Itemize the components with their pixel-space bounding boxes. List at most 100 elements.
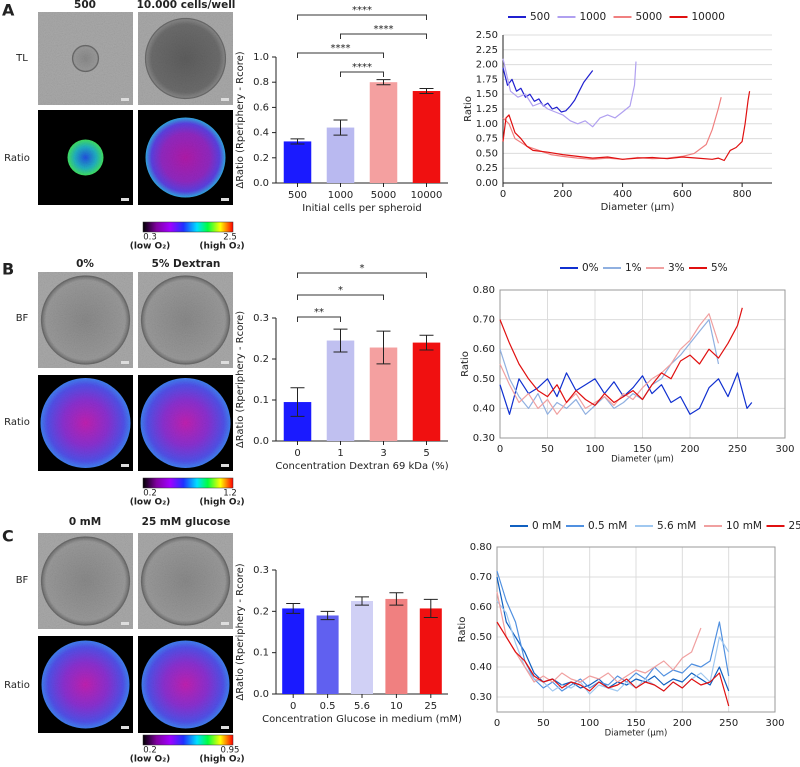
micrograph xyxy=(38,533,133,629)
y-tick-label: 0.2 xyxy=(253,354,269,365)
legend-label: 10 mM xyxy=(726,520,762,532)
error-bar xyxy=(333,119,348,136)
series-line xyxy=(499,307,743,406)
image-grain xyxy=(38,533,133,629)
image-title: 500 xyxy=(74,0,96,11)
x-tick-label: 100 xyxy=(585,444,604,455)
legend-label: 0 mM xyxy=(532,520,561,532)
legend-label: 1% xyxy=(625,262,642,274)
series-line xyxy=(499,319,720,415)
x-tick-label: 3 xyxy=(380,448,386,459)
error-bar xyxy=(423,598,438,619)
panel-letter: B xyxy=(2,260,14,279)
image-grain xyxy=(138,636,233,733)
significance-label: **** xyxy=(352,62,372,73)
error-bar xyxy=(419,334,434,351)
significance-label: ** xyxy=(314,307,324,318)
legend-label: 5.6 mM xyxy=(657,520,696,532)
error-bar xyxy=(376,330,391,365)
series-line xyxy=(496,591,702,683)
significance-label: * xyxy=(360,263,365,274)
y-tick-label: 0.70 xyxy=(470,572,492,583)
y-axis-title: ΔRatio (Rperiphery - Rcore) xyxy=(235,51,246,188)
y-tick-label: 0.3 xyxy=(253,313,269,324)
micrograph xyxy=(138,375,233,471)
series-line xyxy=(496,576,730,692)
x-tick-label: 10000 xyxy=(411,190,443,201)
y-tick-label: 0.40 xyxy=(473,403,495,414)
x-axis-title: Diameter (µm) xyxy=(605,729,668,739)
series-line xyxy=(499,313,720,415)
x-tick-label: 5000 xyxy=(371,190,396,201)
y-tick-label: 1.50 xyxy=(476,89,498,100)
bar xyxy=(283,141,312,183)
significance-label: * xyxy=(338,285,343,296)
x-tick-label: 50 xyxy=(537,718,550,729)
colorbar-high: (high O₂) xyxy=(199,242,244,252)
error-bar xyxy=(290,138,305,145)
legend-label: 0.5 mM xyxy=(588,520,627,532)
colorbar-high: (high O₂) xyxy=(199,498,244,508)
y-tick-label: 0.8 xyxy=(253,77,269,88)
plot-frame xyxy=(496,546,776,713)
y-tick-label: 1.0 xyxy=(253,52,269,63)
error-bar xyxy=(376,79,391,86)
scale-bar xyxy=(121,361,129,364)
y-axis-title: Ratio xyxy=(457,617,468,643)
image-grain xyxy=(138,110,233,205)
x-tick-label: 200 xyxy=(680,444,699,455)
y-tick-label: 0.60 xyxy=(473,344,495,355)
image-row-label: TL xyxy=(15,53,28,64)
x-tick-label: 0.5 xyxy=(320,701,336,712)
scale-bar xyxy=(221,622,229,625)
image-title: 10.000 cells/well xyxy=(137,0,236,11)
legend-label: 5% xyxy=(711,262,728,274)
y-tick-label: 2.25 xyxy=(476,45,498,56)
y-tick-label: 1.00 xyxy=(476,119,498,130)
image-title: 5% Dextran xyxy=(152,258,221,270)
image-row-label: Ratio xyxy=(4,680,30,691)
image-title: 0% xyxy=(76,258,94,270)
image-grain xyxy=(138,272,233,368)
legend-label: 1000 xyxy=(580,11,607,23)
series-line xyxy=(502,67,594,113)
x-tick-label: 5 xyxy=(423,448,429,459)
x-tick-label: 600 xyxy=(673,189,692,200)
bar xyxy=(350,601,374,694)
y-tick-label: 0.00 xyxy=(476,178,498,189)
significance-bracket xyxy=(340,71,384,77)
y-tick-label: 0.1 xyxy=(253,648,269,659)
image-grain xyxy=(138,375,233,471)
colorbar-min: 0.3 xyxy=(143,233,157,243)
error-bar xyxy=(286,602,301,614)
significance-bracket xyxy=(297,14,427,20)
x-tick-label: 300 xyxy=(775,444,794,455)
y-tick-label: 0.75 xyxy=(476,134,498,145)
y-tick-label: 0.30 xyxy=(473,433,495,444)
y-tick-label: 0.25 xyxy=(476,163,498,174)
series-line xyxy=(502,91,751,162)
series-line xyxy=(502,97,722,160)
x-tick-label: 0 xyxy=(500,189,506,200)
micrograph xyxy=(38,272,133,368)
x-tick-label: 1 xyxy=(337,448,343,459)
y-tick-label: 0.0 xyxy=(253,689,269,700)
y-tick-label: 0.0 xyxy=(253,178,269,189)
scale-bar xyxy=(221,726,229,729)
y-tick-label: 0.1 xyxy=(253,395,269,406)
significance-label: **** xyxy=(352,5,372,16)
error-bar xyxy=(355,596,369,606)
colorbar-low: (low O₂) xyxy=(130,242,171,252)
image-grain xyxy=(38,636,133,733)
bar xyxy=(326,127,355,183)
colorbar-max: 2.5 xyxy=(223,233,237,243)
x-tick-label: 300 xyxy=(765,718,784,729)
error-bar xyxy=(333,328,348,353)
colorbar-low: (low O₂) xyxy=(130,755,171,765)
micrograph xyxy=(138,533,233,629)
panel-letter: C xyxy=(2,527,14,546)
significance-label: **** xyxy=(374,24,394,35)
colorbar-high: (high O₂) xyxy=(199,755,244,765)
micrograph xyxy=(38,12,133,105)
micrograph xyxy=(138,636,233,733)
